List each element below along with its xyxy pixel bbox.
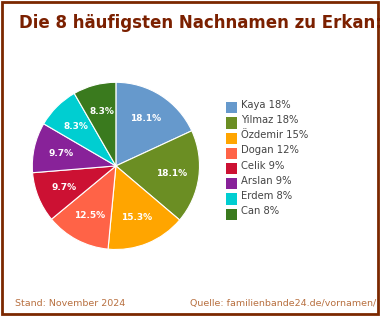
Text: 8.3%: 8.3% [64,122,89,131]
Text: 12.5%: 12.5% [74,211,105,220]
Legend: Kaya 18%, Yilmaz 18%, Özdemir 15%, Dogan 12%, Celik 9%, Arslan 9%, Erdem 8%, Can: Kaya 18%, Yilmaz 18%, Özdemir 15%, Dogan… [225,98,310,218]
Text: 18.1%: 18.1% [156,169,187,178]
Text: Die 8 häufigsten Nachnamen zu Erkan:: Die 8 häufigsten Nachnamen zu Erkan: [19,14,380,32]
Text: Stand: November 2024: Stand: November 2024 [15,299,125,308]
Wedge shape [44,94,116,166]
Wedge shape [108,166,180,250]
Text: 9.7%: 9.7% [51,183,77,191]
Wedge shape [116,82,192,166]
Wedge shape [32,124,116,173]
Text: 18.1%: 18.1% [130,114,162,123]
Wedge shape [51,166,116,249]
Text: 15.3%: 15.3% [122,213,153,222]
Wedge shape [116,131,200,220]
Wedge shape [74,82,116,166]
Wedge shape [33,166,116,219]
Text: Quelle: familienbande24.de/vornamen/: Quelle: familienbande24.de/vornamen/ [190,299,376,308]
Text: 8.3%: 8.3% [89,107,114,116]
Text: 9.7%: 9.7% [49,149,74,158]
